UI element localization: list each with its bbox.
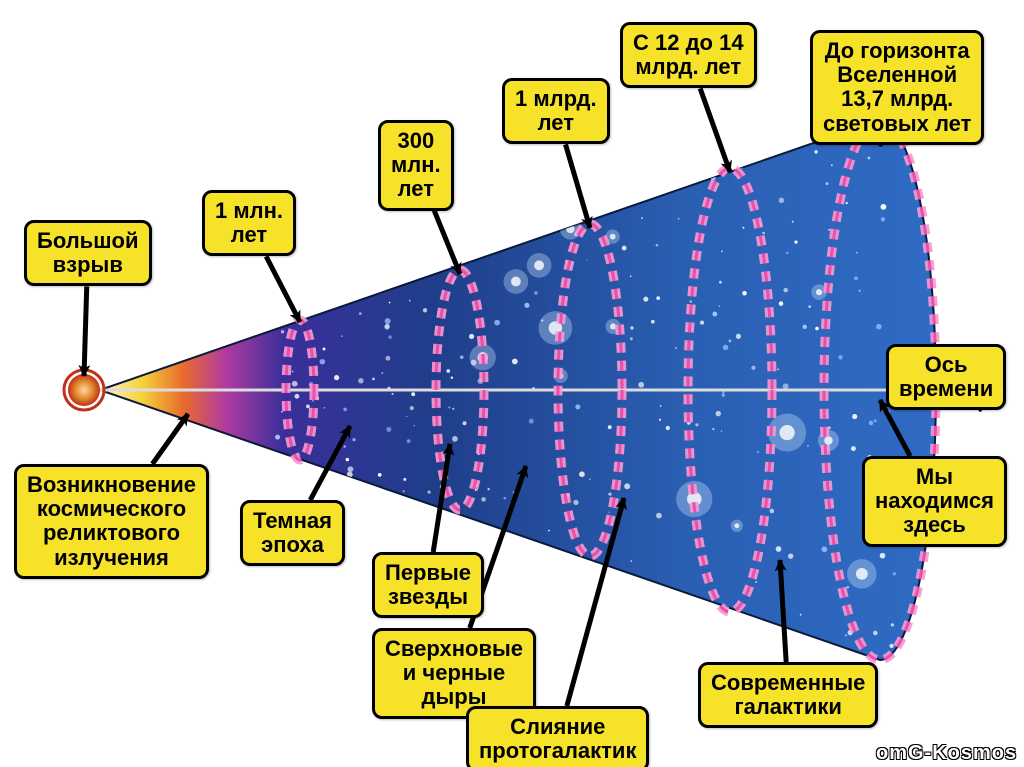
l_300mln: 300 млн. лет <box>378 120 454 211</box>
l_bigbang: Большой взрыв <box>24 220 152 286</box>
l_proto: Слияние протогалактик <box>466 706 649 767</box>
labels-layer: Большой взрыв 1 млн. лет 300 млн. лет 1 млр… <box>0 0 1024 767</box>
l_cmb: Возникновение космического реликтового и… <box>14 464 209 579</box>
l_stars: Первые звезды <box>372 552 484 618</box>
l_horizon: До горизонта Вселенной 13,7 млрд. светов… <box>810 30 984 145</box>
watermark: omG-Kosmos <box>876 742 1017 765</box>
l_bh: Сверхновые и черные дыры <box>372 628 536 719</box>
l_galaxies: Современные галактики <box>698 662 878 728</box>
l_1mlrd: 1 млрд. лет <box>502 78 610 144</box>
l_dark: Темная эпоха <box>240 500 345 566</box>
l_here: Мы находимся здесь <box>862 456 1007 547</box>
l_1mln: 1 млн. лет <box>202 190 296 256</box>
l_12_14: С 12 до 14 млрд. лет <box>620 22 757 88</box>
l_axis: Ось времени <box>886 344 1006 410</box>
